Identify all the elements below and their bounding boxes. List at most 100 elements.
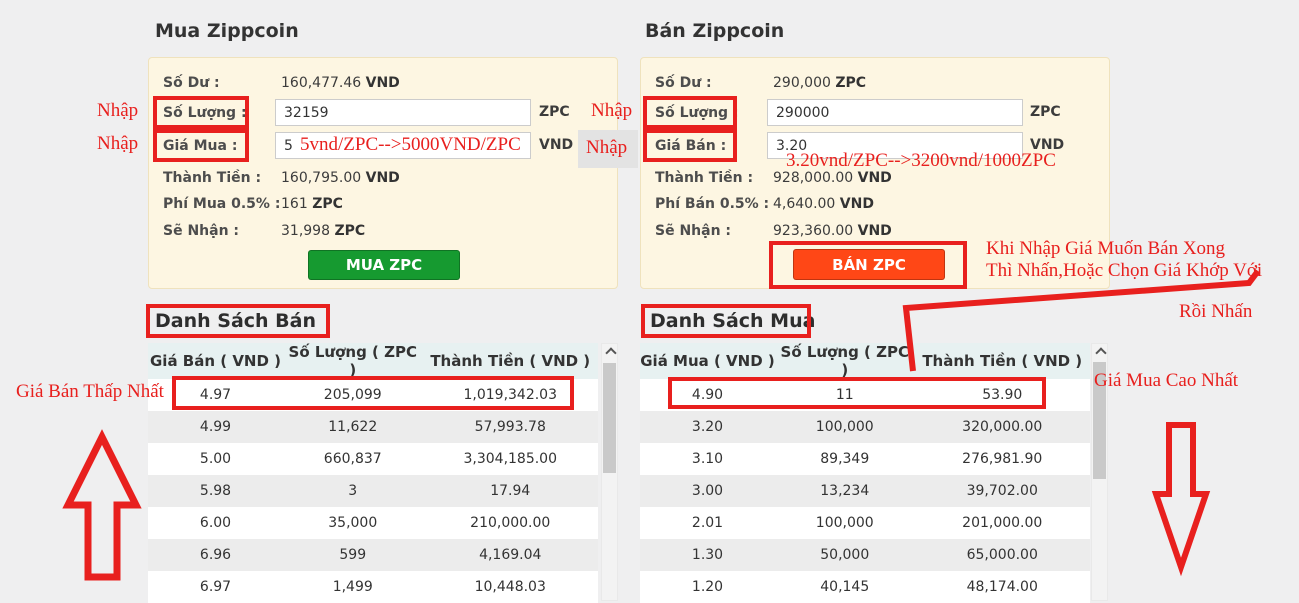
buy-balance-label: Số Dư : bbox=[163, 75, 220, 91]
buy-fee-value: 161 ZPC bbox=[281, 196, 343, 212]
column-header: Số Lượng ( ZPC ) bbox=[775, 343, 915, 379]
sell-price-label: Giá Bán : bbox=[655, 138, 727, 154]
annotation-nhap-buy-price: Nhập bbox=[97, 133, 139, 154]
table-cell: 17.94 bbox=[422, 475, 598, 507]
table-cell: 201,000.00 bbox=[914, 507, 1090, 539]
sell-quantity-input[interactable] bbox=[767, 99, 1023, 126]
table-cell: 39,702.00 bbox=[914, 475, 1090, 507]
table-row[interactable]: 5.00 660,837 3,304,185.00 bbox=[148, 443, 598, 475]
table-cell: 11 bbox=[775, 379, 915, 411]
column-header: Giá Mua ( VND ) bbox=[640, 343, 775, 379]
table-cell: 4.99 bbox=[148, 411, 283, 443]
scroll-up-icon[interactable] bbox=[605, 347, 617, 359]
buy-fee-label: Phí Mua 0.5% : bbox=[163, 196, 281, 212]
buy-price-input[interactable] bbox=[275, 132, 531, 159]
table-cell: 65,000.00 bbox=[914, 539, 1090, 571]
buy-quantity-input[interactable] bbox=[275, 99, 531, 126]
table-row[interactable]: 2.01 100,000 201,000.00 bbox=[640, 507, 1090, 539]
annotation-nhap-buy-quantity: Nhập bbox=[97, 100, 139, 121]
table-row[interactable]: 3.10 89,349 276,981.90 bbox=[640, 443, 1090, 475]
table-cell: 2.01 bbox=[640, 507, 775, 539]
buy-price-unit: VND bbox=[539, 137, 574, 153]
buy-receive-label: Sẽ Nhận : bbox=[163, 223, 240, 239]
annotation-lowest-sell-price: Giá Bán Thấp Nhất bbox=[16, 381, 164, 402]
column-header: Thành Tiền ( VND ) bbox=[914, 343, 1090, 379]
table-cell: 3.00 bbox=[640, 475, 775, 507]
highlight-block bbox=[578, 130, 638, 168]
buy-total-value: 160,795.00 VND bbox=[281, 170, 400, 186]
buy-orderbook-table: Giá Mua ( VND ) Số Lượng ( ZPC ) Thành T… bbox=[640, 343, 1090, 603]
buy-orderbook-header-row: Giá Mua ( VND ) Số Lượng ( ZPC ) Thành T… bbox=[640, 343, 1090, 379]
annotation-highest-buy-price: Giá Mua Cao Nhất bbox=[1094, 370, 1239, 391]
table-cell: 40,145 bbox=[775, 571, 915, 603]
sell-balance-label: Số Dư : bbox=[655, 75, 712, 91]
sell-orderbook-table: Giá Bán ( VND ) Số Lượng ( ZPC ) Thành T… bbox=[148, 343, 598, 603]
table-cell: 205,099 bbox=[283, 379, 423, 411]
table-row[interactable]: 4.99 11,622 57,993.78 bbox=[148, 411, 598, 443]
table-cell: 100,000 bbox=[775, 411, 915, 443]
sell-orderbook-title: Danh Sách Bán bbox=[155, 310, 316, 332]
table-row[interactable]: 6.96 599 4,169.04 bbox=[148, 539, 598, 571]
sell-fee-value: 4,640.00 VND bbox=[773, 196, 874, 212]
table-cell: 4.97 bbox=[148, 379, 283, 411]
table-cell: 276,981.90 bbox=[914, 443, 1090, 475]
table-cell: 53.90 bbox=[914, 379, 1090, 411]
buy-orderbook-title: Danh Sách Mua bbox=[650, 310, 816, 332]
buy-quantity-label: Số Lượng : bbox=[163, 105, 247, 121]
scrollbar-thumb[interactable] bbox=[1093, 362, 1106, 479]
table-cell: 3.10 bbox=[640, 443, 775, 475]
table-row[interactable]: 5.98 3 17.94 bbox=[148, 475, 598, 507]
buy-receive-value: 31,998 ZPC bbox=[281, 223, 366, 239]
table-cell: 1,019,342.03 bbox=[422, 379, 598, 411]
buy-panel-title: Mua Zippcoin bbox=[155, 20, 299, 42]
sell-orderbook-header-row: Giá Bán ( VND ) Số Lượng ( ZPC ) Thành T… bbox=[148, 343, 598, 379]
table-cell: 4.90 bbox=[640, 379, 775, 411]
table-row[interactable]: 1.30 50,000 65,000.00 bbox=[640, 539, 1090, 571]
table-row[interactable]: 4.90 11 53.90 bbox=[640, 379, 1090, 411]
sell-total-label: Thành Tiền : bbox=[655, 170, 754, 186]
table-cell: 6.96 bbox=[148, 539, 283, 571]
sell-fee-label: Phí Bán 0.5% : bbox=[655, 196, 770, 212]
table-cell: 35,000 bbox=[283, 507, 423, 539]
buy-button[interactable]: MUA ZPC bbox=[308, 250, 460, 280]
column-header: Số Lượng ( ZPC ) bbox=[283, 343, 423, 379]
sell-receive-label: Sẽ Nhận : bbox=[655, 223, 732, 239]
table-row[interactable]: 3.00 13,234 39,702.00 bbox=[640, 475, 1090, 507]
table-cell: 4,169.04 bbox=[422, 539, 598, 571]
table-cell: 10,448.03 bbox=[422, 571, 598, 603]
table-cell: 100,000 bbox=[775, 507, 915, 539]
table-cell: 3 bbox=[283, 475, 423, 507]
table-cell: 599 bbox=[283, 539, 423, 571]
buy-orderbook-scrollbar[interactable] bbox=[1091, 343, 1108, 601]
table-cell: 1,499 bbox=[283, 571, 423, 603]
sell-balance-value: 290,000 ZPC bbox=[773, 75, 867, 91]
table-row[interactable]: 1.20 40,145 48,174.00 bbox=[640, 571, 1090, 603]
table-row[interactable]: 6.97 1,499 10,448.03 bbox=[148, 571, 598, 603]
table-row[interactable]: 4.97 205,099 1,019,342.03 bbox=[148, 379, 598, 411]
column-header: Thành Tiền ( VND ) bbox=[422, 343, 598, 379]
scroll-up-icon[interactable] bbox=[1095, 347, 1107, 359]
sell-orderbook-scrollbar[interactable] bbox=[601, 343, 618, 601]
table-cell: 6.00 bbox=[148, 507, 283, 539]
sell-price-input[interactable] bbox=[767, 132, 1023, 159]
down-arrow-icon bbox=[1151, 422, 1211, 577]
table-row[interactable]: 6.00 35,000 210,000.00 bbox=[148, 507, 598, 539]
table-row[interactable]: 3.20 100,000 320,000.00 bbox=[640, 411, 1090, 443]
table-cell: 89,349 bbox=[775, 443, 915, 475]
table-cell: 48,174.00 bbox=[914, 571, 1090, 603]
up-arrow-icon bbox=[62, 429, 142, 581]
table-cell: 6.97 bbox=[148, 571, 283, 603]
column-header: Giá Bán ( VND ) bbox=[148, 343, 283, 379]
table-cell: 13,234 bbox=[775, 475, 915, 507]
buy-balance-value: 160,477.46 VND bbox=[281, 75, 400, 91]
sell-button[interactable]: BÁN ZPC bbox=[793, 249, 945, 280]
sell-quantity-unit: ZPC bbox=[1030, 104, 1061, 120]
table-cell: 11,622 bbox=[283, 411, 423, 443]
buy-quantity-unit: ZPC bbox=[539, 104, 570, 120]
sell-receive-value: 923,360.00 VND bbox=[773, 223, 892, 239]
scrollbar-thumb[interactable] bbox=[603, 363, 616, 473]
table-cell: 660,837 bbox=[283, 443, 423, 475]
table-cell: 1.30 bbox=[640, 539, 775, 571]
table-cell: 1.20 bbox=[640, 571, 775, 603]
